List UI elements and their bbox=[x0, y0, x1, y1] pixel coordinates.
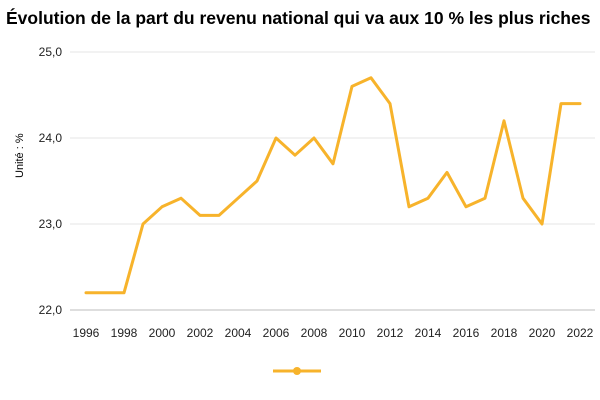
x-tick-label: 2016 bbox=[453, 326, 480, 340]
y-tick-label: 22,0 bbox=[39, 303, 63, 317]
x-tick-label: 1996 bbox=[73, 326, 100, 340]
x-tick-label: 2008 bbox=[301, 326, 328, 340]
y-tick-label: 24,0 bbox=[39, 131, 63, 145]
x-tick-label: 2020 bbox=[529, 326, 556, 340]
x-tick-label: 2010 bbox=[339, 326, 366, 340]
legend-marker bbox=[293, 367, 301, 375]
x-tick-label: 2006 bbox=[263, 326, 290, 340]
chart-title: Évolution de la part du revenu national … bbox=[6, 8, 591, 28]
series-line bbox=[84, 76, 582, 295]
x-tick-label: 2012 bbox=[377, 326, 404, 340]
x-tick-label: 2022 bbox=[567, 326, 594, 340]
x-tick-label: 2018 bbox=[491, 326, 518, 340]
x-tick-label: 2014 bbox=[415, 326, 442, 340]
y-tick-label: 25,0 bbox=[39, 45, 63, 59]
x-tick-label: 2002 bbox=[187, 326, 214, 340]
x-tick-label: 1998 bbox=[111, 326, 138, 340]
y-tick-label: 23,0 bbox=[39, 217, 63, 231]
x-tick-label: 2004 bbox=[225, 326, 252, 340]
x-tick-label: 2000 bbox=[149, 326, 176, 340]
